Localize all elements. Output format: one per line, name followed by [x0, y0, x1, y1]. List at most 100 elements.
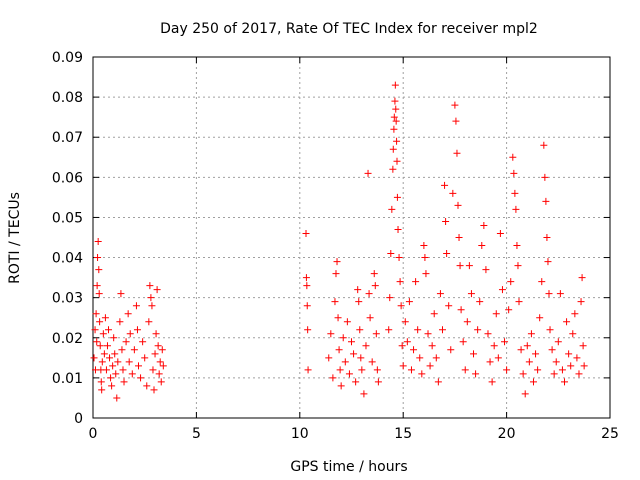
- data-point: [360, 390, 368, 398]
- data-point: [92, 310, 100, 318]
- data-point: [364, 169, 372, 177]
- data-point: [303, 282, 311, 290]
- data-point: [438, 326, 446, 334]
- data-point: [98, 358, 106, 366]
- data-point: [146, 282, 154, 290]
- data-point: [392, 117, 400, 125]
- data-point: [365, 290, 373, 298]
- data-point: [106, 354, 114, 362]
- data-point: [580, 362, 588, 370]
- data-point: [548, 346, 556, 354]
- data-point: [398, 342, 406, 350]
- data-point: [424, 330, 432, 338]
- data-point: [100, 350, 108, 358]
- data-point: [563, 318, 571, 326]
- data-points: [90, 81, 588, 402]
- data-point: [515, 298, 523, 306]
- data-point: [368, 358, 376, 366]
- data-point: [143, 382, 151, 390]
- data-point: [436, 290, 444, 298]
- data-point: [480, 221, 488, 229]
- data-point: [397, 302, 405, 310]
- data-point: [463, 318, 471, 326]
- data-point: [303, 302, 311, 310]
- data-point: [451, 101, 459, 109]
- data-point: [569, 330, 577, 338]
- data-point: [571, 310, 579, 318]
- data-point: [333, 258, 341, 266]
- data-point: [373, 366, 381, 374]
- data-point: [108, 382, 116, 390]
- data-point: [459, 338, 467, 346]
- data-point: [339, 334, 347, 342]
- data-point: [358, 366, 366, 374]
- data-point: [109, 362, 117, 370]
- chart-title: Day 250 of 2017, Rate Of TEC Index for r…: [160, 21, 538, 37]
- data-point: [118, 346, 126, 354]
- data-point: [476, 298, 484, 306]
- data-point: [399, 362, 407, 370]
- data-point: [577, 298, 585, 306]
- data-point: [465, 262, 473, 270]
- data-point: [90, 354, 98, 362]
- data-point: [498, 286, 506, 294]
- data-point: [150, 386, 158, 394]
- data-point: [390, 113, 398, 121]
- data-point: [552, 358, 560, 366]
- data-point: [114, 358, 122, 366]
- data-point: [442, 217, 450, 225]
- data-point: [116, 318, 124, 326]
- data-point: [414, 326, 422, 334]
- data-point: [120, 378, 128, 386]
- data-point: [336, 366, 344, 374]
- data-point: [91, 326, 99, 334]
- data-point: [396, 278, 404, 286]
- data-point: [334, 314, 342, 322]
- data-point: [542, 197, 550, 205]
- data-point: [113, 394, 121, 402]
- y-axis-label: ROTI / TECUs: [7, 192, 23, 284]
- y-tick-labels: 0 0.01 0.02 0.03 0.04 0.05 0.06 0.07 0.08 0.09: [52, 50, 83, 427]
- data-point: [393, 137, 401, 145]
- data-point: [527, 330, 535, 338]
- data-point: [578, 274, 586, 282]
- data-point: [95, 266, 103, 274]
- data-point: [430, 310, 438, 318]
- data-point: [141, 354, 149, 362]
- data-point: [416, 354, 424, 362]
- data-point: [488, 378, 496, 386]
- data-point: [540, 141, 548, 149]
- data-point: [461, 366, 469, 374]
- data-point: [101, 314, 109, 322]
- data-point: [554, 338, 562, 346]
- data-point: [505, 306, 513, 314]
- data-point: [449, 189, 457, 197]
- data-point: [525, 358, 533, 366]
- data-point: [374, 378, 382, 386]
- data-point: [561, 378, 569, 386]
- data-point: [432, 354, 440, 362]
- data-point: [126, 330, 134, 338]
- data-point: [412, 278, 420, 286]
- data-point: [391, 81, 399, 89]
- y-tick-label: 0.08: [52, 90, 83, 106]
- data-point: [426, 362, 434, 370]
- data-point: [352, 378, 360, 386]
- data-point: [478, 242, 486, 250]
- data-point: [96, 342, 104, 350]
- data-point: [452, 117, 460, 125]
- data-point: [567, 362, 575, 370]
- data-point: [366, 314, 374, 322]
- data-point: [372, 330, 380, 338]
- data-point: [503, 366, 511, 374]
- data-point: [350, 350, 358, 358]
- data-point: [418, 370, 426, 378]
- data-point: [523, 342, 531, 350]
- data-point: [304, 366, 312, 374]
- data-point: [93, 338, 101, 346]
- data-point: [393, 157, 401, 165]
- data-point: [103, 342, 111, 350]
- data-point: [149, 366, 157, 374]
- data-point: [304, 326, 312, 334]
- y-tick-label: 0.01: [52, 371, 83, 387]
